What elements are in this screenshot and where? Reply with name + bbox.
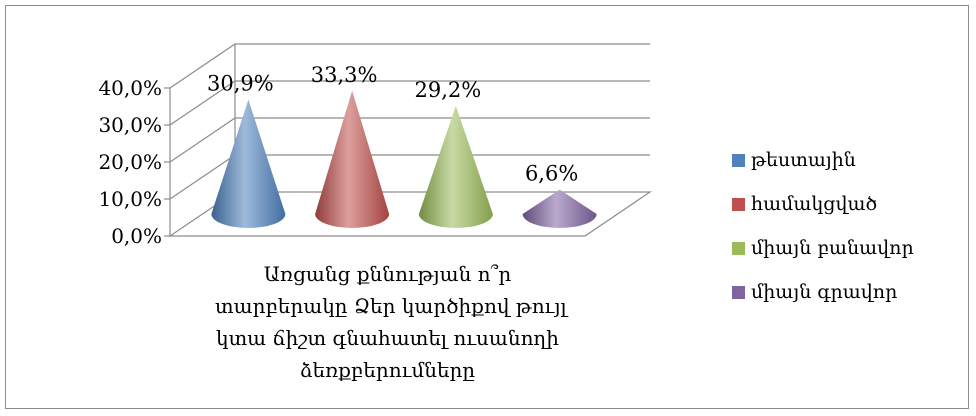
data-label: 29,2%	[415, 78, 482, 102]
chart-cones	[211, 90, 597, 229]
legend-item: թեստային	[732, 148, 914, 172]
legend-item: համակցված	[732, 192, 914, 216]
y-axis-ticks: 0,0% 10,0% 20,0% 30,0% 40,0%	[98, 76, 170, 248]
y-tick-label: 10,0%	[98, 187, 162, 211]
cone-3	[418, 105, 493, 229]
legend-item: միայն գրավոր	[732, 280, 914, 304]
y-tick-label: 20,0%	[98, 150, 162, 174]
cone-1	[211, 99, 286, 229]
legend-label: միայն բանավոր	[751, 237, 914, 259]
legend-label: թեստային	[751, 149, 856, 171]
category-axis-label: Առցանց քննության ո՞ր տարբերակը Ձեր կարծի…	[215, 258, 567, 386]
gridline	[169, 43, 650, 89]
category-label-line: կտա ճիշտ գնահատել ուսանողի	[216, 326, 559, 350]
legend-label: համակցված	[751, 193, 878, 215]
y-tick-label: 30,0%	[98, 113, 162, 137]
cone-4	[522, 189, 597, 229]
category-label-line: տարբերակը Ձեր կարծիքով թույլ	[215, 294, 567, 318]
legend-swatch	[732, 153, 745, 167]
chart-floor	[168, 191, 652, 237]
category-label-line: Առցանց քննության ո՞ր	[263, 262, 512, 286]
legend-swatch	[732, 285, 745, 299]
legend-item: միայն բանավոր	[732, 236, 914, 260]
chart-frame	[5, 5, 969, 409]
chart-legend: թեստային համակցված միայն բանավոր միայն գ…	[732, 148, 914, 324]
gridline	[169, 80, 650, 126]
legend-swatch	[732, 241, 745, 255]
data-label: 6,6%	[525, 162, 578, 186]
data-labels: 30,9% 33,3% 29,2% 6,6%	[207, 63, 578, 186]
legend-label: միայն գրավոր	[751, 281, 898, 303]
data-label: 33,3%	[311, 63, 378, 87]
cone-2	[315, 90, 390, 229]
legend-swatch	[732, 197, 745, 211]
category-label-line: ձեռքբերումները	[299, 358, 476, 382]
y-tick-label: 0,0%	[111, 224, 162, 248]
gridline	[169, 117, 650, 163]
data-label: 30,9%	[207, 72, 274, 96]
y-tick-label: 40,0%	[98, 76, 162, 100]
